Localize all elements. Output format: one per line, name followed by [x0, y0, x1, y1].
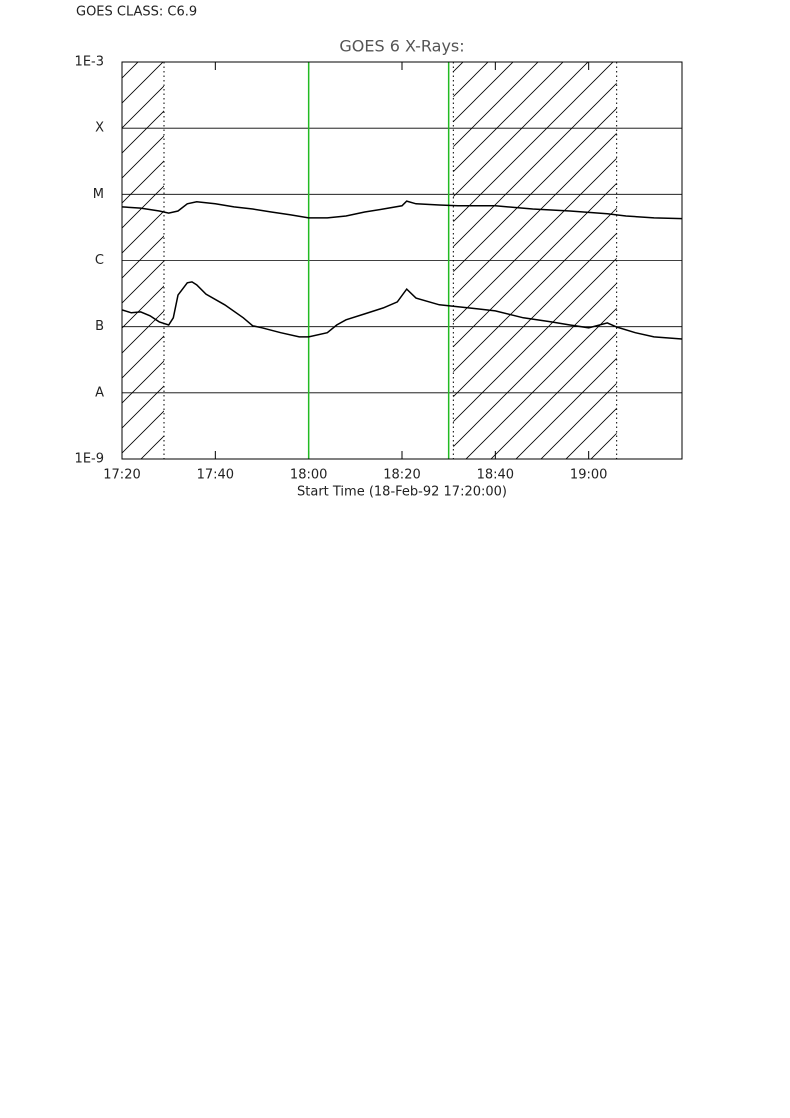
x-tick-label: 17:40 — [197, 468, 234, 483]
y-tick-label: C — [95, 253, 104, 268]
y-tick-label: 1E-3 — [75, 55, 104, 70]
y-tick-label: M — [93, 187, 104, 202]
x-tick-label: 17:20 — [103, 468, 140, 483]
x-tick-label: 19:00 — [570, 468, 607, 483]
y-tick-label: A — [95, 385, 104, 400]
plot-frame — [121, 61, 683, 460]
goes-class: GOES CLASS: C6.9 — [76, 5, 197, 20]
y-tick-label: X — [95, 121, 104, 136]
series-line — [121, 200, 683, 220]
x-tick-label: 18:40 — [477, 468, 514, 483]
x-axis-label: Start Time (18-Feb-92 17:20:00) — [297, 485, 507, 500]
series-line — [121, 281, 683, 340]
y-tick-label: 1E-9 — [75, 452, 104, 467]
x-tick-label: 18:00 — [290, 468, 327, 483]
y-tick-label: B — [95, 319, 104, 334]
chart-title: GOES 6 X-Rays: — [339, 37, 464, 56]
x-tick-label: 18:20 — [383, 468, 420, 483]
